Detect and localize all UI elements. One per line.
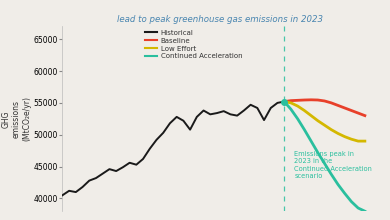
Legend: Historical, Baseline, Low Effort, Continued Acceleration: Historical, Baseline, Low Effort, Contin… — [145, 30, 243, 59]
Text: Emissions peak in
2023 in the
Continued Acceleration
scenario: Emissions peak in 2023 in the Continued … — [294, 151, 372, 179]
Title: lead to peak greenhouse gas emissions in 2023: lead to peak greenhouse gas emissions in… — [117, 15, 323, 24]
Y-axis label: GHG
emissions
(MtCO₂e/yr): GHG emissions (MtCO₂e/yr) — [1, 96, 31, 141]
